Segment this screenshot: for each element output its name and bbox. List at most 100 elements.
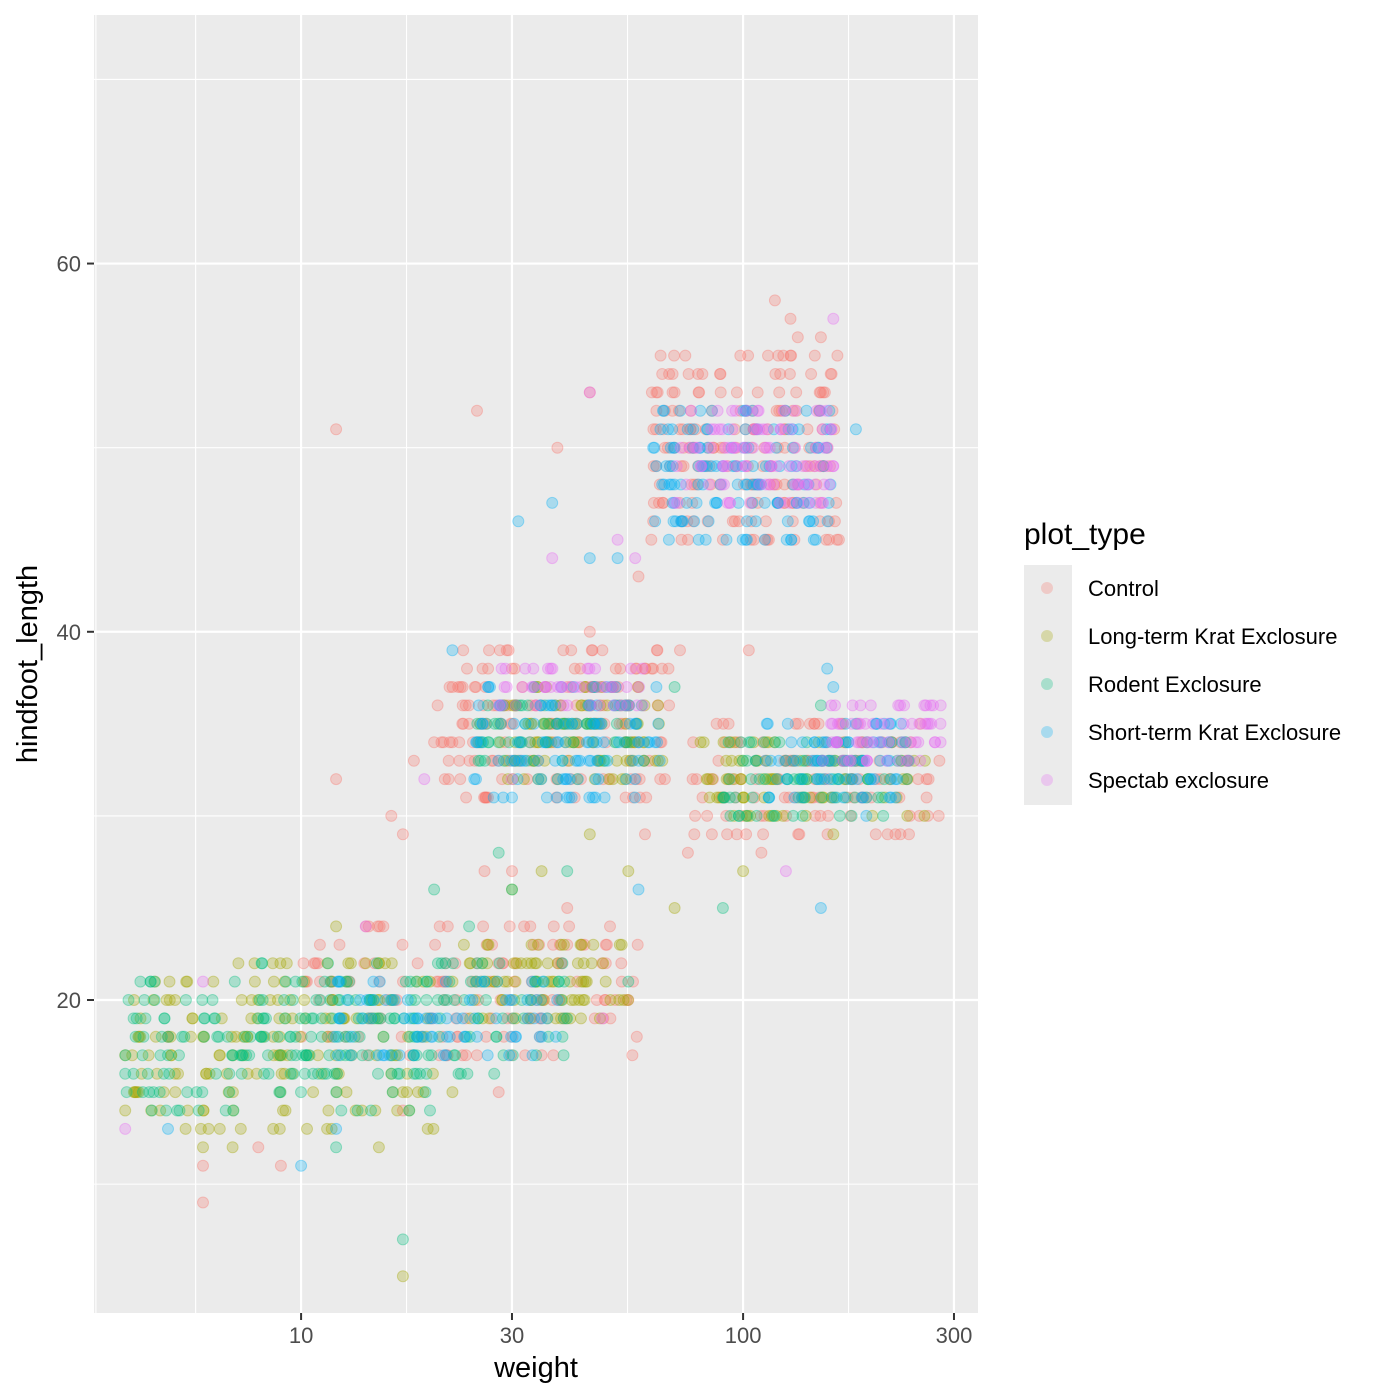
data-point — [759, 515, 772, 528]
data-point — [674, 644, 686, 657]
data-point — [759, 533, 772, 546]
data-point — [647, 515, 660, 528]
data-point — [611, 699, 624, 712]
data-point — [563, 791, 576, 804]
data-point — [286, 1012, 299, 1025]
data-point — [530, 1049, 543, 1062]
data-point — [788, 754, 801, 767]
data-point — [857, 791, 869, 804]
data-point — [546, 975, 558, 988]
data-point — [213, 1049, 226, 1062]
data-point — [740, 441, 752, 454]
data-point — [335, 1104, 348, 1117]
data-point — [599, 957, 612, 970]
data-point — [645, 386, 658, 399]
data-point — [897, 717, 910, 730]
data-point — [606, 773, 619, 786]
data-point — [865, 791, 878, 804]
data-point — [551, 773, 564, 786]
data-point — [289, 975, 302, 988]
data-point — [471, 957, 484, 970]
data-point — [507, 773, 519, 786]
data-point — [684, 404, 697, 417]
data-point — [798, 478, 811, 491]
data-point — [849, 791, 861, 804]
data-point — [302, 1049, 315, 1062]
data-point — [196, 1086, 209, 1099]
data-point — [733, 515, 745, 528]
data-point — [786, 478, 799, 491]
data-point — [792, 791, 805, 804]
data-point — [742, 441, 755, 454]
data-point — [838, 754, 851, 767]
data-point — [524, 1012, 537, 1025]
data-point — [333, 938, 346, 951]
data-point — [596, 644, 609, 657]
data-point — [297, 957, 310, 970]
data-point — [536, 994, 549, 1006]
data-point — [920, 773, 933, 786]
data-point — [551, 773, 564, 786]
data-point — [853, 773, 866, 786]
data-point — [654, 349, 667, 362]
data-point — [520, 754, 533, 767]
data-point — [620, 699, 633, 712]
data-point — [657, 496, 669, 509]
data-point — [441, 975, 453, 988]
data-point — [802, 754, 815, 767]
data-point — [817, 460, 830, 473]
data-point — [505, 754, 518, 767]
data-point — [319, 1012, 332, 1025]
data-point — [564, 975, 576, 988]
data-point — [497, 1030, 510, 1043]
data-points — [119, 294, 947, 1283]
data-point — [589, 791, 602, 804]
data-point — [276, 1049, 288, 1062]
data-point — [227, 1049, 240, 1062]
data-point — [704, 441, 717, 454]
data-point — [921, 809, 934, 822]
data-point — [356, 1049, 369, 1062]
data-point — [163, 975, 176, 988]
data-point — [494, 717, 507, 730]
data-point — [252, 1141, 265, 1154]
data-point — [472, 994, 485, 1006]
data-point — [830, 496, 843, 509]
data-point — [537, 717, 550, 730]
data-point — [294, 1030, 307, 1043]
data-point — [856, 754, 869, 767]
data-point — [395, 1030, 408, 1043]
data-point — [779, 404, 792, 417]
data-point — [474, 736, 487, 749]
data-point — [874, 754, 887, 767]
data-point — [589, 662, 602, 675]
data-point — [638, 754, 651, 767]
data-point — [527, 754, 540, 767]
data-point — [738, 441, 751, 454]
data-point — [476, 1012, 489, 1025]
data-point — [494, 699, 507, 712]
data-point — [772, 754, 785, 767]
data-point — [734, 404, 747, 417]
data-point — [334, 975, 347, 988]
data-point — [670, 460, 683, 473]
data-point — [763, 791, 775, 804]
data-point — [858, 754, 871, 767]
data-point — [278, 1067, 291, 1080]
data-point — [652, 717, 665, 730]
data-point — [714, 478, 727, 491]
data-point — [184, 1030, 197, 1043]
data-point — [339, 1030, 352, 1043]
data-point — [404, 1012, 417, 1025]
data-point — [517, 1012, 530, 1025]
data-point — [611, 533, 624, 546]
legend-item: Control — [1024, 565, 1341, 613]
data-point — [632, 736, 645, 749]
data-point — [235, 1067, 248, 1080]
data-point — [825, 368, 838, 380]
data-point — [379, 994, 392, 1006]
data-point — [568, 994, 581, 1006]
data-point — [827, 681, 840, 693]
data-point — [524, 994, 537, 1006]
data-point — [456, 699, 469, 712]
